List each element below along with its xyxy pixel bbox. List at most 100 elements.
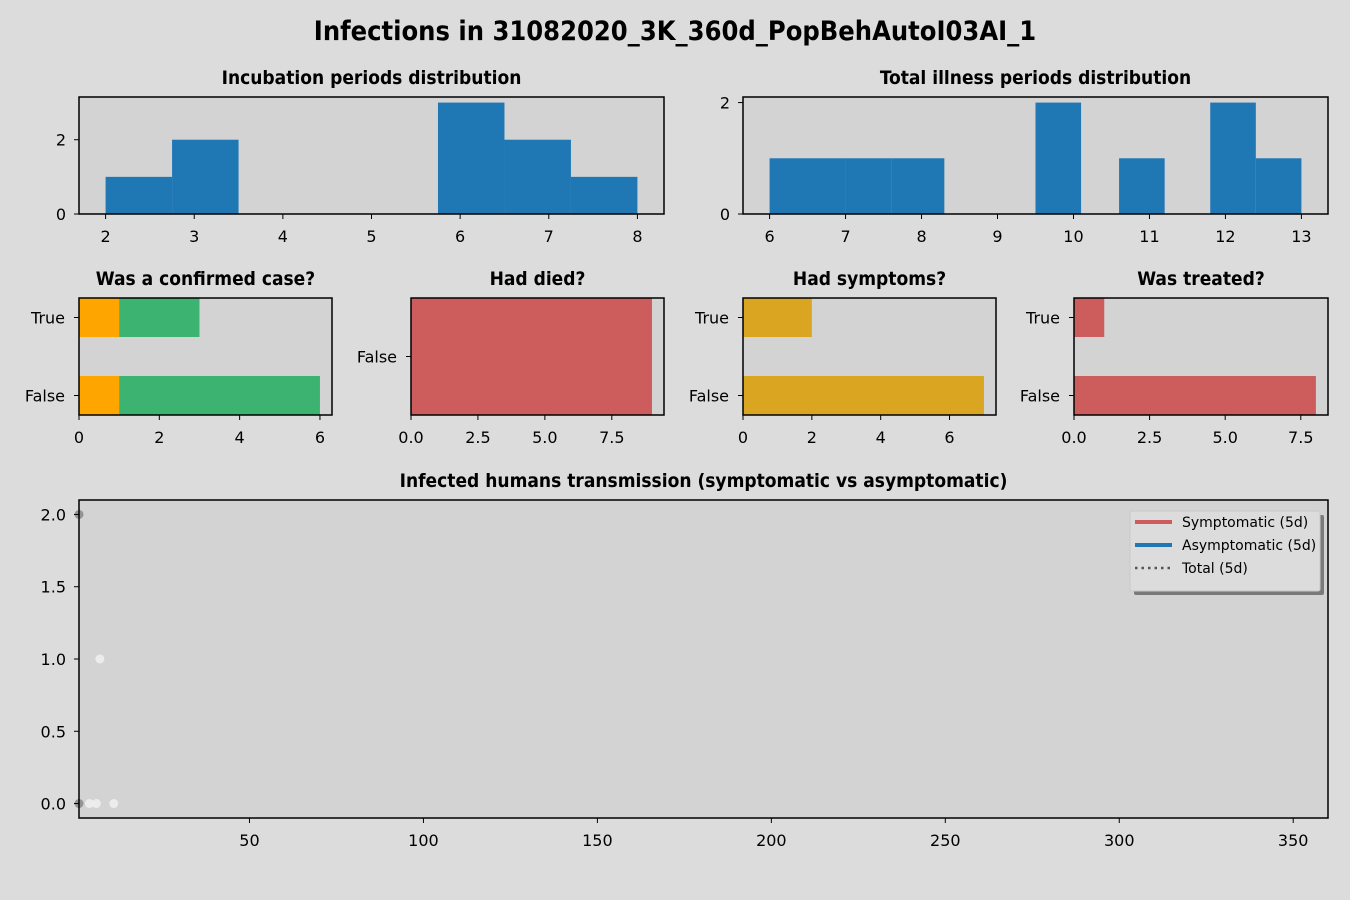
histogram-bar	[172, 139, 239, 214]
bar-segment	[79, 298, 120, 337]
scatter-point	[91, 799, 101, 809]
y-tick-label: 0.0	[41, 795, 66, 814]
scatter-point	[84, 799, 94, 809]
x-tick-label: 0	[738, 428, 748, 447]
x-tick-label: 6	[944, 428, 954, 447]
x-tick-label: 8	[632, 227, 642, 246]
x-tick-label: 4	[876, 428, 886, 447]
x-tick-label: 7.5	[1288, 428, 1313, 447]
histogram-bar	[437, 102, 505, 214]
scatter-point	[109, 799, 119, 809]
bar-segment	[1074, 376, 1316, 415]
category-label: True	[694, 309, 729, 328]
x-tick-label: 0.0	[1061, 428, 1086, 447]
x-tick-label: 5	[366, 227, 376, 246]
category-label: True	[1025, 309, 1060, 328]
x-tick-label: 200	[756, 831, 787, 850]
chart-title: Had symptoms?	[793, 268, 946, 290]
figure-title: Infections in 31082020_3K_360d_PopBehAut…	[314, 16, 1036, 47]
x-tick-label: 50	[239, 831, 259, 850]
histogram-bar	[1255, 158, 1302, 214]
y-tick-label: 2.0	[41, 505, 66, 524]
x-tick-label: 7	[840, 227, 850, 246]
bar-segment	[411, 298, 652, 415]
plot-frame	[742, 96, 1329, 215]
category-label: False	[25, 387, 65, 406]
bar-segment	[743, 376, 984, 415]
chart-title: Infected humans transmission (symptomati…	[400, 470, 1008, 492]
x-tick-label: 2	[807, 428, 817, 447]
x-tick-label: 4	[235, 428, 245, 447]
x-tick-label: 300	[1104, 831, 1135, 850]
bar-segment	[79, 376, 120, 415]
x-tick-label: 4	[278, 227, 288, 246]
chart-title: Total illness periods distribution	[880, 67, 1191, 89]
x-tick-label: 100	[408, 831, 439, 850]
x-tick-label: 0	[74, 428, 84, 447]
plot-frame	[78, 297, 333, 416]
legend-box	[1129, 510, 1321, 592]
x-tick-label: 10	[1063, 227, 1083, 246]
category-label: True	[30, 309, 65, 328]
x-tick-label: 150	[582, 831, 613, 850]
legend-label: Total (5d)	[1181, 561, 1248, 577]
histogram-bar	[1210, 102, 1256, 214]
x-tick-label: 5.0	[1212, 428, 1237, 447]
bar-segment	[1074, 298, 1105, 337]
chart-title: Was a confirmed case?	[96, 268, 315, 290]
bar-segment	[119, 298, 200, 337]
category-label: False	[1020, 387, 1060, 406]
x-tick-label: 12	[1215, 227, 1235, 246]
x-tick-label: 9	[992, 227, 1002, 246]
incubation-chart: Incubation periods distribution 2 3 4 5 6 7 8 0 2	[56, 67, 665, 246]
illness-chart: Total illness periods distribution 6 7 8 9 10…	[720, 67, 1329, 246]
treated-chart: Was treated? False True 0.0 2.5 5.0 7.5	[1020, 268, 1329, 447]
x-tick-label: 7	[544, 227, 554, 246]
category-label: False	[357, 348, 397, 367]
x-tick-label: 11	[1139, 227, 1159, 246]
x-tick-label: 2	[154, 428, 164, 447]
histogram-bar	[1035, 102, 1082, 214]
x-tick-label: 13	[1291, 227, 1311, 246]
x-tick-label: 6	[764, 227, 774, 246]
histogram-bar	[1119, 158, 1165, 214]
transmission-chart: Infected humans transmission (symptomati…	[41, 470, 1329, 850]
x-tick-label: 0.0	[398, 428, 423, 447]
histogram-bar	[570, 176, 638, 214]
bar-segment	[743, 298, 812, 337]
y-tick-label: 0	[720, 205, 730, 224]
plot-frame	[1073, 297, 1329, 416]
y-tick-label: 0.5	[41, 722, 66, 741]
y-tick-label: 0	[56, 205, 66, 224]
histogram-bar	[891, 158, 945, 214]
x-tick-label: 3	[189, 227, 199, 246]
chart-title: Had died?	[490, 268, 586, 290]
y-tick-label: 2	[720, 94, 730, 113]
x-tick-label: 250	[930, 831, 961, 850]
x-tick-label: 350	[1278, 831, 1309, 850]
histogram-bar	[769, 158, 846, 214]
histogram-bar	[504, 139, 571, 214]
x-tick-label: 2.5	[465, 428, 490, 447]
y-tick-label: 2	[56, 131, 66, 150]
plot-frame	[742, 297, 997, 416]
chart-title: Incubation periods distribution	[222, 67, 522, 89]
y-tick-label: 1.0	[41, 650, 66, 669]
x-tick-label: 8	[916, 227, 926, 246]
x-tick-label: 7.5	[599, 428, 624, 447]
x-tick-label: 2	[100, 227, 110, 246]
legend: Symptomatic (5d) Asymptomatic (5d) Total (…	[1129, 510, 1324, 595]
x-tick-label: 6	[315, 428, 325, 447]
scatter-point	[95, 654, 105, 664]
histogram-bar	[105, 176, 173, 214]
legend-label: Symptomatic (5d)	[1182, 515, 1308, 531]
histogram-bar	[845, 158, 892, 214]
confirmed-chart: Was a confirmed case? False True 0 2 4 6	[25, 268, 333, 447]
plot-area	[79, 500, 1328, 818]
x-tick-label: 2.5	[1137, 428, 1162, 447]
x-tick-label: 6	[455, 227, 465, 246]
legend-label: Asymptomatic (5d)	[1182, 538, 1316, 554]
bar-segment	[119, 376, 320, 415]
y-tick-label: 1.5	[41, 578, 66, 597]
